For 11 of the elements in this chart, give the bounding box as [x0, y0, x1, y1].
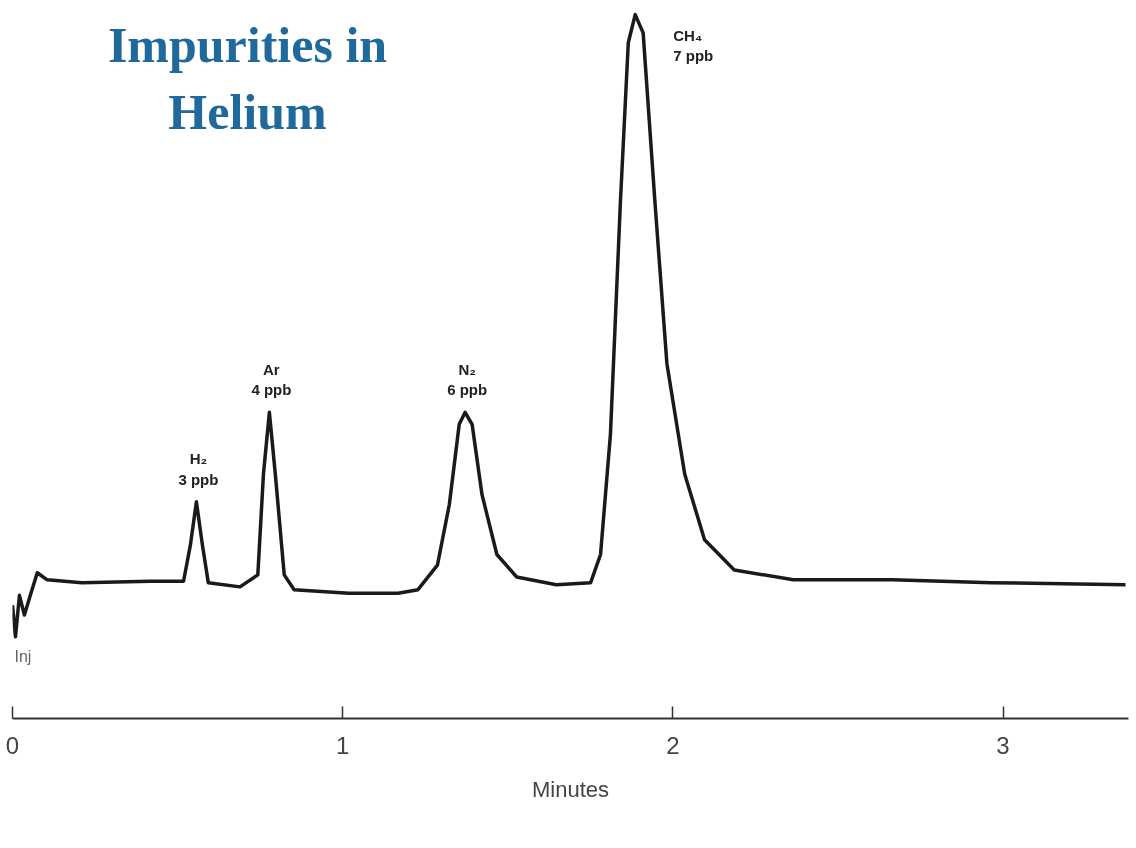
- x-tick-label: 2: [666, 731, 680, 759]
- annotation: H₂ 3 ppb: [178, 450, 219, 488]
- annotation: N₂ 6 ppb: [447, 360, 488, 399]
- x-tick-label: 0: [5, 731, 20, 759]
- annotation: Inj: [14, 648, 32, 666]
- text: Impurities in Helium: [107, 16, 388, 141]
- annotation: Ar 4 ppb: [251, 360, 292, 399]
- x-axis-title: Minutes: [531, 776, 610, 802]
- x-tick-label: 3: [996, 731, 1010, 759]
- annotation: CH₄ 7 ppb: [673, 26, 714, 64]
- x-tick-label: 1: [336, 731, 350, 759]
